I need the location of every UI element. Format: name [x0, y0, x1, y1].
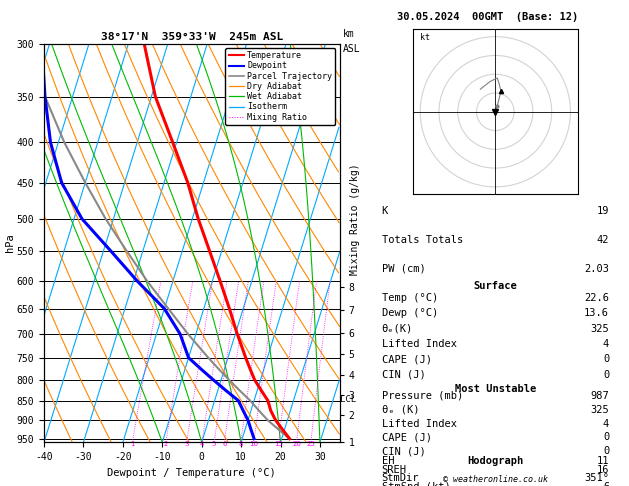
Text: Dewp (°C): Dewp (°C): [382, 308, 438, 318]
Text: 351°: 351°: [584, 473, 609, 484]
Text: ASL: ASL: [343, 44, 360, 54]
Text: 20: 20: [292, 440, 301, 447]
Text: StmSpd (kt): StmSpd (kt): [382, 482, 450, 486]
Text: Pressure (mb): Pressure (mb): [382, 391, 463, 400]
Text: EH: EH: [382, 456, 394, 466]
Text: 13.6: 13.6: [584, 308, 609, 318]
Text: 0: 0: [603, 354, 609, 364]
Text: 22.6: 22.6: [584, 293, 609, 303]
Text: kt: kt: [420, 34, 430, 42]
Text: 19: 19: [597, 206, 609, 216]
Text: 0: 0: [603, 370, 609, 380]
Title: 38°17'N  359°33'W  245m ASL: 38°17'N 359°33'W 245m ASL: [101, 32, 283, 42]
Text: Totals Totals: Totals Totals: [382, 235, 463, 244]
Text: 30.05.2024  00GMT  (Base: 12): 30.05.2024 00GMT (Base: 12): [397, 12, 578, 22]
Text: Most Unstable: Most Unstable: [455, 383, 536, 394]
Text: Hodograph: Hodograph: [467, 455, 523, 466]
Text: CIN (J): CIN (J): [382, 370, 425, 380]
Text: 10: 10: [249, 440, 259, 447]
Text: Lifted Index: Lifted Index: [382, 418, 457, 429]
Text: Surface: Surface: [474, 281, 517, 291]
Text: Lifted Index: Lifted Index: [382, 339, 457, 349]
Text: 15: 15: [274, 440, 283, 447]
Text: 325: 325: [591, 404, 609, 415]
Text: 987: 987: [591, 391, 609, 400]
X-axis label: Dewpoint / Temperature (°C): Dewpoint / Temperature (°C): [108, 468, 276, 478]
Text: K: K: [382, 206, 387, 216]
Text: 8: 8: [238, 440, 243, 447]
Text: 6: 6: [222, 440, 226, 447]
Y-axis label: hPa: hPa: [5, 234, 15, 252]
Text: PW (cm): PW (cm): [382, 263, 425, 274]
Text: θₑ(K): θₑ(K): [382, 324, 413, 333]
Text: CAPE (J): CAPE (J): [382, 354, 431, 364]
Text: © weatheronline.co.uk: © weatheronline.co.uk: [443, 474, 548, 484]
Text: θₑ (K): θₑ (K): [382, 404, 419, 415]
Text: CAPE (J): CAPE (J): [382, 433, 431, 442]
Text: 5: 5: [212, 440, 216, 447]
Text: 42: 42: [597, 235, 609, 244]
Text: 4: 4: [200, 440, 204, 447]
Text: CIN (J): CIN (J): [382, 447, 425, 456]
Text: 2.03: 2.03: [584, 263, 609, 274]
Text: 25: 25: [306, 440, 315, 447]
Text: 4: 4: [603, 339, 609, 349]
Text: km: km: [343, 29, 355, 39]
Text: 4: 4: [603, 418, 609, 429]
Text: 6: 6: [603, 482, 609, 486]
Text: 0: 0: [603, 447, 609, 456]
Text: 2: 2: [164, 440, 168, 447]
Legend: Temperature, Dewpoint, Parcel Trajectory, Dry Adiabat, Wet Adiabat, Isotherm, Mi: Temperature, Dewpoint, Parcel Trajectory…: [225, 48, 335, 125]
Text: LCL: LCL: [340, 396, 356, 404]
Text: StmDir: StmDir: [382, 473, 419, 484]
Text: 1: 1: [130, 440, 135, 447]
Text: Mixing Ratio (g/kg): Mixing Ratio (g/kg): [350, 163, 360, 275]
Text: 3: 3: [184, 440, 189, 447]
Text: 0: 0: [603, 433, 609, 442]
Text: 16: 16: [597, 465, 609, 475]
Text: 325: 325: [591, 324, 609, 333]
Text: SREH: SREH: [382, 465, 406, 475]
Text: Temp (°C): Temp (°C): [382, 293, 438, 303]
Text: 11: 11: [597, 456, 609, 466]
